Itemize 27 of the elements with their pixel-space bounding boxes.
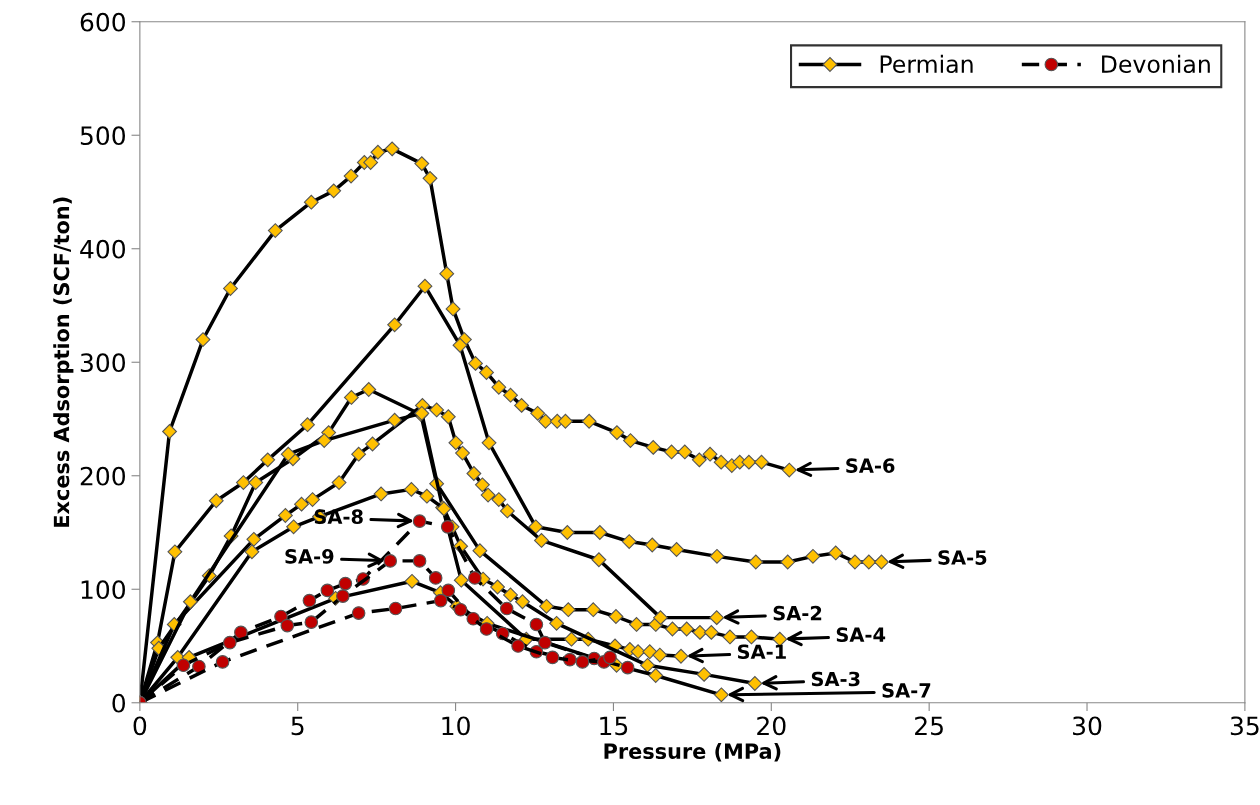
x-tick-label: 35	[1230, 716, 1259, 736]
legend-label: Permian	[880, 54, 973, 74]
x-tick-label: 15	[600, 716, 628, 736]
y-axis-title: Excess Adsorption (SCF/ton)	[53, 197, 74, 527]
x-tick-label: 10	[442, 716, 470, 736]
y-tick-label: 300	[80, 353, 125, 373]
legend-label: Devonian	[1102, 54, 1210, 74]
x-tick-label: 20	[757, 716, 786, 736]
annotation: SA-1	[737, 644, 786, 660]
y-tick-label: 400	[80, 239, 125, 259]
annotation: SA-9	[285, 549, 334, 564]
annotation: SA-5	[938, 550, 987, 565]
x-tick-label: 30	[1073, 716, 1102, 736]
y-tick-label: 500	[80, 126, 125, 146]
annotation: SA-2	[773, 605, 822, 621]
y-tick-label: 600	[80, 12, 125, 32]
y-tick-label: 100	[81, 580, 125, 600]
x-tick-label: 0	[133, 716, 147, 736]
y-tick-label: 200	[80, 466, 125, 486]
x-tick-label: 25	[915, 716, 943, 736]
annotation: SA-4	[836, 627, 886, 643]
annotation: SA-3	[811, 671, 860, 687]
annotation: SA-6	[846, 458, 895, 473]
x-tick-label: 5	[291, 716, 304, 736]
y-tick-label: 0	[112, 693, 126, 713]
annotation: SA-7	[882, 682, 931, 698]
x-axis-title: Pressure (MPa)	[604, 742, 781, 762]
